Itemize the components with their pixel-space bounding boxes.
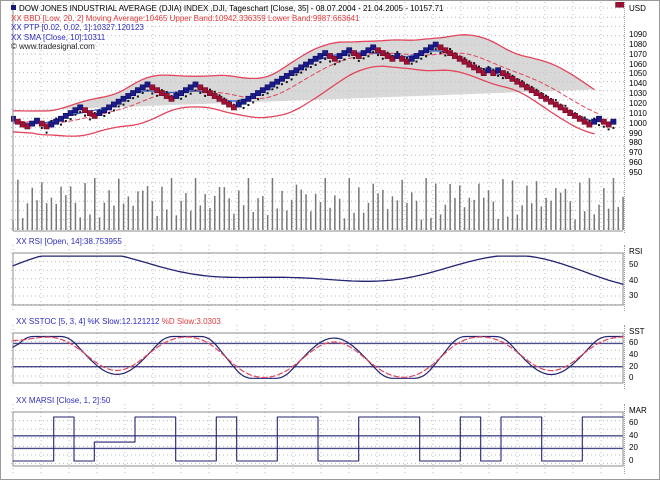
copyright-icon: © [11,42,17,51]
bbd-prefix: XX [11,13,22,23]
price-axis-tick: 1060 [629,59,647,69]
price-plot-area [11,2,659,233]
chart-legend: DOW JONES INDUSTRIAL AVERAGE (DJIA) INDE… [11,4,611,52]
price-axis-tick: 1000 [629,118,647,128]
price-axis-tick: 970 [629,148,643,158]
price-axis-tick: 980 [629,138,643,148]
chart-title: DOW JONES INDUSTRIAL AVERAGE (DJIA) INDE… [19,4,444,13]
rsi-axis-tick: 30 [629,290,638,300]
sma-prefix: XX [11,32,22,42]
filled-square-marker-icon [11,5,16,10]
rsi-panel[interactable]: RSI 50 40 30 [11,245,659,311]
price-axis-tick: 1010 [629,108,647,118]
sstoc-axis-tick: 20 [629,361,638,371]
sstoc-title-prefix: XX [16,317,27,326]
price-axis-tick: 1040 [629,79,647,89]
price-panel[interactable]: USD 1090 1080 1070 1060 1050 1040 1030 1020 1010 1… [11,2,659,233]
price-axis-tick: 1070 [629,49,647,59]
marsi-axis-unit: MAR [629,406,647,415]
rsi-axis-tick: 50 [629,260,638,270]
marsi-title-label: MARSI [Close, 1, 2]:50 [28,396,111,405]
rsi-title: XX RSI [Open, 14]:38.753955 [16,237,122,246]
sma-label: SMA [Close, 10]:10311 [23,32,106,42]
ptp-prefix: XX [11,23,22,32]
marsi-panel[interactable]: MAR 60 40 20 0 [11,404,659,474]
marsi-axis-tick: 0 [629,455,634,465]
legend-bbd-row[interactable]: XX BBD [Low, 20, 2] Moving Average:10465… [11,14,611,24]
marsi-axis-tick: 20 [629,443,638,453]
sstoc-title-d: %D Slow:3.0303 [161,317,221,326]
sstoc-axis-tick: 60 [629,338,638,348]
copyright-label: www.tradesignal.com [19,42,95,51]
copyright-row[interactable]: © www.tradesignal.com [11,42,611,52]
marsi-y-axis: MAR 60 40 20 0 [624,404,659,474]
rsi-y-axis: RSI 50 40 30 [624,245,659,311]
price-axis-tick: 1050 [629,69,647,79]
price-axis-tick: 1080 [629,39,647,49]
price-axis-tick: 990 [629,128,643,138]
sstoc-panel[interactable]: SST 60 40 20 0 [11,325,659,389]
sstoc-title-k: SSTOC [5, 3, 4] %K Slow:12.121212 [28,317,160,326]
price-axis-tick: 1030 [629,89,647,99]
legend-sma-row[interactable]: XX SMA [Close, 10]:10311 [11,33,611,43]
marsi-axis-tick: 60 [629,418,638,428]
ptp-label: PTP [0.02, 0.02, 1]:10327.120123 [23,23,144,32]
price-axis-tick: 1090 [629,29,647,39]
rsi-title-prefix: XX [16,237,27,246]
rsi-title-label: RSI [Open, 14]:38.753955 [28,237,122,246]
price-axis-unit: USD [629,4,646,13]
marsi-title: XX MARSI [Close, 1, 2]:50 [16,396,110,405]
marsi-axis-tick: 40 [629,430,638,440]
price-axis-tick: 1020 [629,98,647,108]
price-axis-tick: 960 [629,158,643,168]
price-y-axis: USD 1090 1080 1070 1060 1050 1040 1030 1020 1010 1… [624,2,659,233]
rsi-axis-tick: 40 [629,275,638,285]
sstoc-title: XX SSTOC [5, 3, 4] %K Slow:12.121212 %D … [16,317,221,326]
marsi-plot-area [11,404,659,474]
marsi-title-prefix: XX [16,396,27,405]
price-axis-tick: 950 [629,168,643,177]
sstoc-axis-tick: 40 [629,350,638,360]
sstoc-axis-tick: 0 [629,373,634,383]
legend-title-row: DOW JONES INDUSTRIAL AVERAGE (DJIA) INDE… [11,4,611,14]
sstoc-axis-unit: SST [629,327,645,336]
sstoc-plot-area [11,325,659,389]
bbd-label: BBD [Low, 20, 2] Moving Average:10465 Up… [23,13,360,23]
legend-ptp-row[interactable]: XX PTP [0.02, 0.02, 1]:10327.120123 [11,23,611,33]
rsi-plot-area [11,245,659,311]
rsi-axis-unit: RSI [629,247,643,256]
sstoc-y-axis: SST 60 40 20 0 [624,325,659,389]
